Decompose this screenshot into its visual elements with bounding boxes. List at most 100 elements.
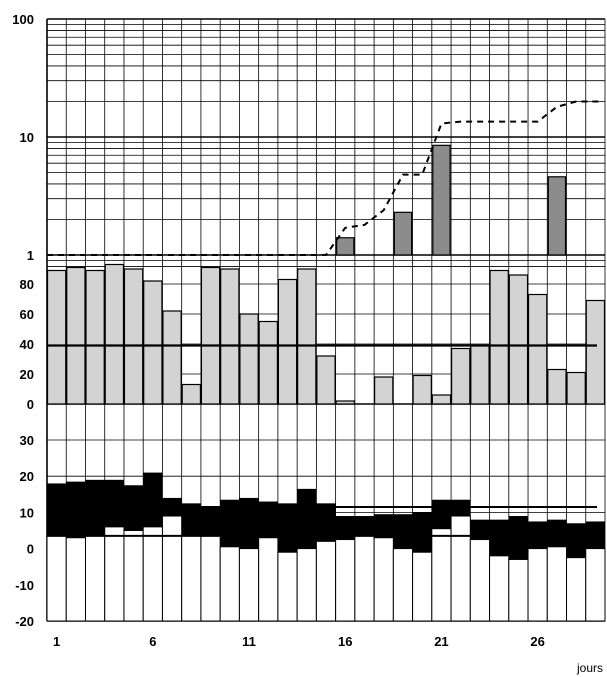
temp-min-bar xyxy=(546,546,568,622)
temp-min-bar xyxy=(354,535,375,622)
temp-range-bar xyxy=(181,503,201,536)
temp-min-bar xyxy=(200,535,221,622)
ytick-label-pct: 80 xyxy=(20,277,34,292)
temp-range-bar xyxy=(316,503,336,542)
ytick-label-pct: 40 xyxy=(20,337,34,352)
temp-range-bar xyxy=(393,514,413,549)
pct-bar xyxy=(412,374,432,405)
temp-min-bar xyxy=(84,535,106,622)
temp-range-bar xyxy=(277,503,298,553)
ytick-label-pct: 60 xyxy=(20,307,34,322)
temp-range-bar xyxy=(297,488,317,549)
ytick-label-temp: 0 xyxy=(27,542,34,557)
temp-range-bar xyxy=(489,519,509,556)
temp-min-bar xyxy=(489,555,510,622)
pct-bar xyxy=(431,394,452,405)
temp-range-bar xyxy=(470,519,490,540)
temp-min-bar xyxy=(566,557,587,622)
pct-bar xyxy=(527,293,548,405)
cumulative-dashed-line xyxy=(47,100,603,256)
xtick-label: 6 xyxy=(149,634,156,649)
temp-min-bar xyxy=(142,526,163,622)
temp-range-bar xyxy=(412,512,432,553)
pct-bar xyxy=(200,266,221,405)
temp-min-bar xyxy=(450,515,471,622)
ytick-label-temp: -10 xyxy=(15,578,34,593)
pct-bar xyxy=(239,313,259,405)
temp-min-bar xyxy=(508,558,529,622)
temp-min-bar xyxy=(238,548,260,622)
pct-bar xyxy=(470,344,490,405)
pct-bar xyxy=(258,320,278,405)
pct-bar xyxy=(123,268,144,405)
pct-bar xyxy=(489,269,509,405)
xtick-label: 21 xyxy=(434,634,448,649)
temp-range-bar xyxy=(47,483,67,536)
temp-range-bar xyxy=(258,501,278,538)
temp-min-bar xyxy=(181,535,202,622)
pct-bar xyxy=(143,280,163,405)
temp-range-bar xyxy=(66,481,86,538)
temp-min-bar xyxy=(431,528,452,622)
chart-marks xyxy=(46,100,606,622)
pct-bar xyxy=(450,347,471,405)
temp-range-bar xyxy=(239,497,259,549)
temp-min-bar xyxy=(161,515,183,622)
ytick-label-temp: -20 xyxy=(15,614,34,629)
temp-range-bar xyxy=(335,516,355,540)
pct-bar xyxy=(374,376,394,405)
pct-bar xyxy=(181,383,202,405)
ytick-label-log: 1 xyxy=(27,248,34,263)
ytick-label-pct: 0 xyxy=(27,397,34,412)
ytick-label-temp: 10 xyxy=(20,505,34,520)
pct-bar xyxy=(220,268,240,405)
temp-range-bar xyxy=(547,519,567,547)
pct-bar xyxy=(104,263,125,405)
pct-bar xyxy=(566,371,586,405)
pct-bar xyxy=(585,299,606,405)
pct-bar xyxy=(316,355,336,405)
ytick-label-log: 100 xyxy=(12,12,34,27)
temp-min-bar xyxy=(277,551,298,622)
temp-min-bar xyxy=(527,548,548,622)
ytick-label-log: 10 xyxy=(20,130,34,145)
temp-min-bar xyxy=(296,548,317,622)
pct-bar xyxy=(547,368,567,405)
pct-bar xyxy=(85,269,105,405)
temp-min-bar xyxy=(123,530,144,622)
pct-bar xyxy=(46,269,67,405)
temp-min-bar xyxy=(65,537,86,622)
temp-min-bar xyxy=(335,539,356,622)
temp-min-bar xyxy=(315,540,337,622)
temp-range-bar xyxy=(566,523,586,558)
temp-min-bar xyxy=(469,539,491,622)
pct-bar xyxy=(508,274,529,405)
temp-min-bar xyxy=(412,551,433,622)
log-bar xyxy=(547,176,567,256)
log-bar xyxy=(432,144,451,256)
temp-range-bar xyxy=(104,479,124,527)
temp-min-bar xyxy=(258,537,279,622)
temp-min-bar xyxy=(392,548,414,622)
temp-min-bar xyxy=(373,537,394,622)
temp-range-bar xyxy=(431,499,452,529)
ytick-label-temp: 30 xyxy=(20,433,34,448)
pct-bar xyxy=(277,278,298,405)
xtick-label: 1 xyxy=(53,634,60,649)
x-axis-label: jours xyxy=(576,661,603,675)
ytick-label-temp: 20 xyxy=(20,469,34,484)
xtick-label: 11 xyxy=(242,634,256,649)
temp-range-bar xyxy=(354,516,375,536)
pct-bar xyxy=(335,400,355,405)
pct-bar xyxy=(162,310,182,405)
temp-range-bar xyxy=(508,516,529,560)
pct-bar xyxy=(66,266,86,405)
temp-min-bar xyxy=(104,526,125,622)
temp-range-bar xyxy=(374,514,394,538)
log-bar xyxy=(393,211,413,256)
temp-range-bar xyxy=(200,506,221,536)
log-bar xyxy=(336,237,355,256)
ytick-label-pct: 20 xyxy=(20,367,34,382)
temp-range-bar xyxy=(143,472,163,527)
